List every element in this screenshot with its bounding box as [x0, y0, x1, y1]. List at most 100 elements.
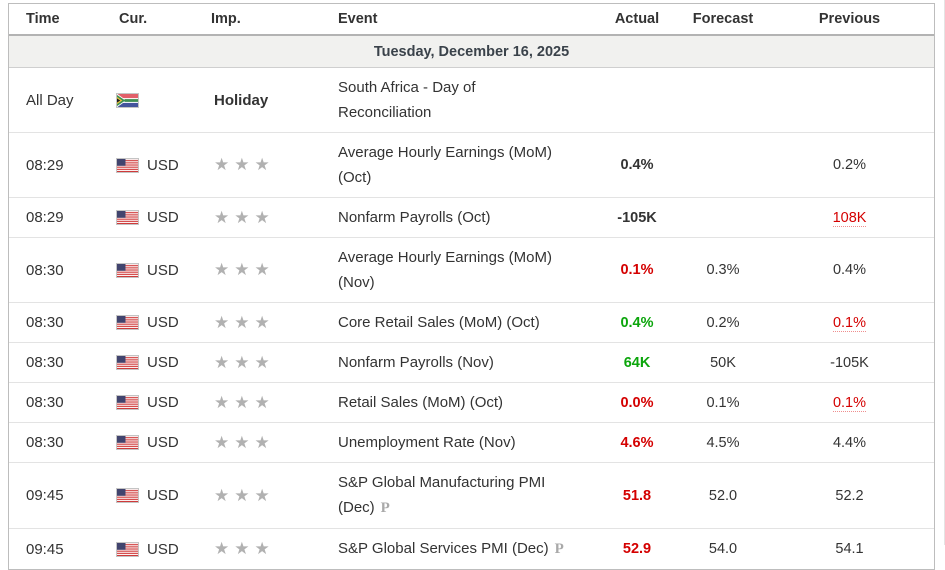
event-row[interactable]: 09:45 USD ★★★ S&P Global Services PMI (D… — [9, 529, 934, 569]
column-header-actual: Actual — [614, 11, 660, 27]
importance-stars-icon: ★★★ — [214, 352, 275, 372]
event-forecast-value: 54.0 — [708, 541, 738, 557]
event-previous-value: 0.1% — [765, 394, 934, 412]
event-forecast-value: 50K — [710, 354, 736, 371]
event-time: 09:45 — [26, 487, 64, 504]
importance-stars-icon: ★★★ — [214, 392, 275, 412]
event-row[interactable]: 08:30 USD ★★★ Nonfarm Payrolls (Nov) 64K… — [9, 343, 934, 383]
event-actual-value: 0.0% — [620, 394, 654, 411]
event-actual-value: -105K — [617, 209, 657, 226]
currency-code: USD — [147, 354, 179, 371]
event-previous-value: 0.4% — [832, 262, 867, 278]
event-time: 08:30 — [26, 354, 64, 371]
event-name[interactable]: Nonfarm Payrolls (Oct) — [338, 209, 491, 226]
date-header-label: Tuesday, December 16, 2025 — [373, 43, 570, 60]
event-time: All Day — [26, 91, 74, 109]
event-actual-value: 0.1% — [620, 262, 654, 278]
event-time: 08:30 — [26, 434, 64, 451]
event-importance: ★★★ — [203, 353, 331, 373]
event-row[interactable]: 09:45 USD ★★★ S&P Global Manufacturing P… — [9, 463, 934, 529]
column-header-currency: Cur. — [119, 11, 148, 27]
event-importance: ★★★ — [203, 313, 331, 333]
revised-previous-value: 0.1% — [832, 314, 867, 332]
event-actual-value: 64K — [623, 354, 651, 371]
event-currency: USD — [108, 487, 203, 504]
economic-calendar-table: Time Cur. Imp. Event Actual Forecast Pre… — [8, 3, 935, 570]
event-importance: ★★★ — [203, 433, 331, 453]
za-flag-icon — [116, 92, 139, 108]
event-previous-value: 108K — [765, 209, 934, 227]
importance-stars-icon: ★★★ — [214, 207, 275, 227]
event-name[interactable]: Average Hourly Earnings (MoM) (Oct) — [338, 144, 552, 186]
event-time: 08:29 — [26, 156, 64, 174]
event-importance: ★★★ — [203, 208, 331, 228]
currency-code: USD — [147, 314, 179, 331]
us-flag-icon — [116, 488, 139, 503]
event-name[interactable]: South Africa - Day of Reconciliation — [338, 79, 476, 121]
event-importance: ★★★ — [203, 393, 331, 413]
event-actual-value: 0.4% — [620, 157, 654, 173]
event-currency: USD — [108, 157, 203, 174]
event-time: 09:45 — [26, 540, 64, 558]
event-name[interactable]: Average Hourly Earnings (MoM) (Nov) — [338, 249, 552, 291]
event-row[interactable]: 08:30 USD ★★★ Average Hourly Earnings (M… — [9, 238, 934, 303]
column-header-previous: Previous — [818, 11, 881, 27]
us-flag-icon — [116, 541, 139, 557]
us-flag-icon — [116, 315, 139, 330]
currency-code: USD — [147, 261, 179, 279]
event-forecast-value: 0.2% — [706, 314, 740, 331]
event-row[interactable]: 08:30 USD ★★★ Core Retail Sales (MoM) (O… — [9, 303, 934, 343]
event-importance: Holiday — [203, 92, 331, 109]
currency-code: USD — [147, 394, 179, 411]
event-previous-value: 54.1 — [835, 541, 864, 557]
column-header-forecast: Forecast — [692, 11, 754, 27]
event-name[interactable]: Retail Sales (MoM) (Oct) — [338, 394, 504, 411]
event-row[interactable]: 08:30 USD ★★★ Unemployment Rate (Nov) 4.… — [9, 423, 934, 463]
event-actual-value: 0.4% — [620, 314, 654, 331]
currency-code: USD — [147, 434, 179, 451]
event-name[interactable]: Core Retail Sales (MoM) (Oct) — [338, 314, 540, 331]
event-name[interactable]: S&P Global Manufacturing PMI (Dec) P — [338, 474, 546, 516]
event-time: 08:30 — [26, 261, 64, 279]
event-importance: ★★★ — [203, 486, 331, 506]
importance-stars-icon: ★★★ — [214, 539, 275, 558]
event-previous-value: 0.1% — [765, 314, 934, 332]
us-flag-icon — [116, 355, 139, 370]
event-previous-value: 52.2 — [835, 487, 864, 504]
event-name[interactable]: Nonfarm Payrolls (Nov) — [338, 354, 494, 371]
event-time: 08:29 — [26, 209, 64, 226]
event-forecast-value: 4.5% — [706, 434, 740, 451]
event-importance: ★★★ — [203, 539, 331, 559]
calendar-header-row: Time Cur. Imp. Event Actual Forecast Pre… — [9, 4, 934, 36]
event-forecast-value: 0.1% — [706, 394, 740, 411]
currency-code: USD — [147, 209, 179, 226]
us-flag-icon — [116, 395, 139, 410]
event-actual-value: 51.8 — [622, 487, 652, 504]
event-currency: USD — [108, 314, 203, 331]
us-flag-icon — [116, 262, 139, 278]
event-name[interactable]: S&P Global Services PMI (Dec) P — [338, 540, 564, 557]
currency-code: USD — [147, 487, 179, 504]
holiday-row[interactable]: All Day Holiday South Africa - Day of Re… — [9, 68, 934, 133]
column-header-importance: Imp. — [211, 11, 241, 27]
event-time: 08:30 — [26, 394, 64, 411]
event-row[interactable]: 08:29 USD ★★★ Nonfarm Payrolls (Oct) -10… — [9, 198, 934, 238]
event-row[interactable]: 08:29 USD ★★★ Average Hourly Earnings (M… — [9, 133, 934, 198]
event-forecast-value: 52.0 — [708, 487, 738, 504]
event-name[interactable]: Unemployment Rate (Nov) — [338, 434, 516, 451]
preliminary-icon: P — [554, 541, 564, 557]
us-flag-icon — [116, 157, 139, 173]
event-actual-value: 4.6% — [620, 434, 654, 451]
revised-previous-value: 0.1% — [832, 394, 867, 412]
event-row[interactable]: 08:30 USD ★★★ Retail Sales (MoM) (Oct) 0… — [9, 383, 934, 423]
event-previous-value: -105K — [830, 354, 869, 371]
importance-stars-icon: ★★★ — [214, 155, 275, 174]
event-currency: USD — [108, 262, 203, 279]
importance-stars-icon: ★★★ — [214, 432, 275, 452]
event-actual-value: 52.9 — [622, 541, 652, 557]
holiday-label: Holiday — [214, 91, 269, 109]
importance-stars-icon: ★★★ — [214, 485, 275, 505]
event-forecast-value: 0.3% — [706, 262, 740, 278]
column-header-time: Time — [26, 11, 60, 27]
importance-stars-icon: ★★★ — [214, 260, 275, 279]
